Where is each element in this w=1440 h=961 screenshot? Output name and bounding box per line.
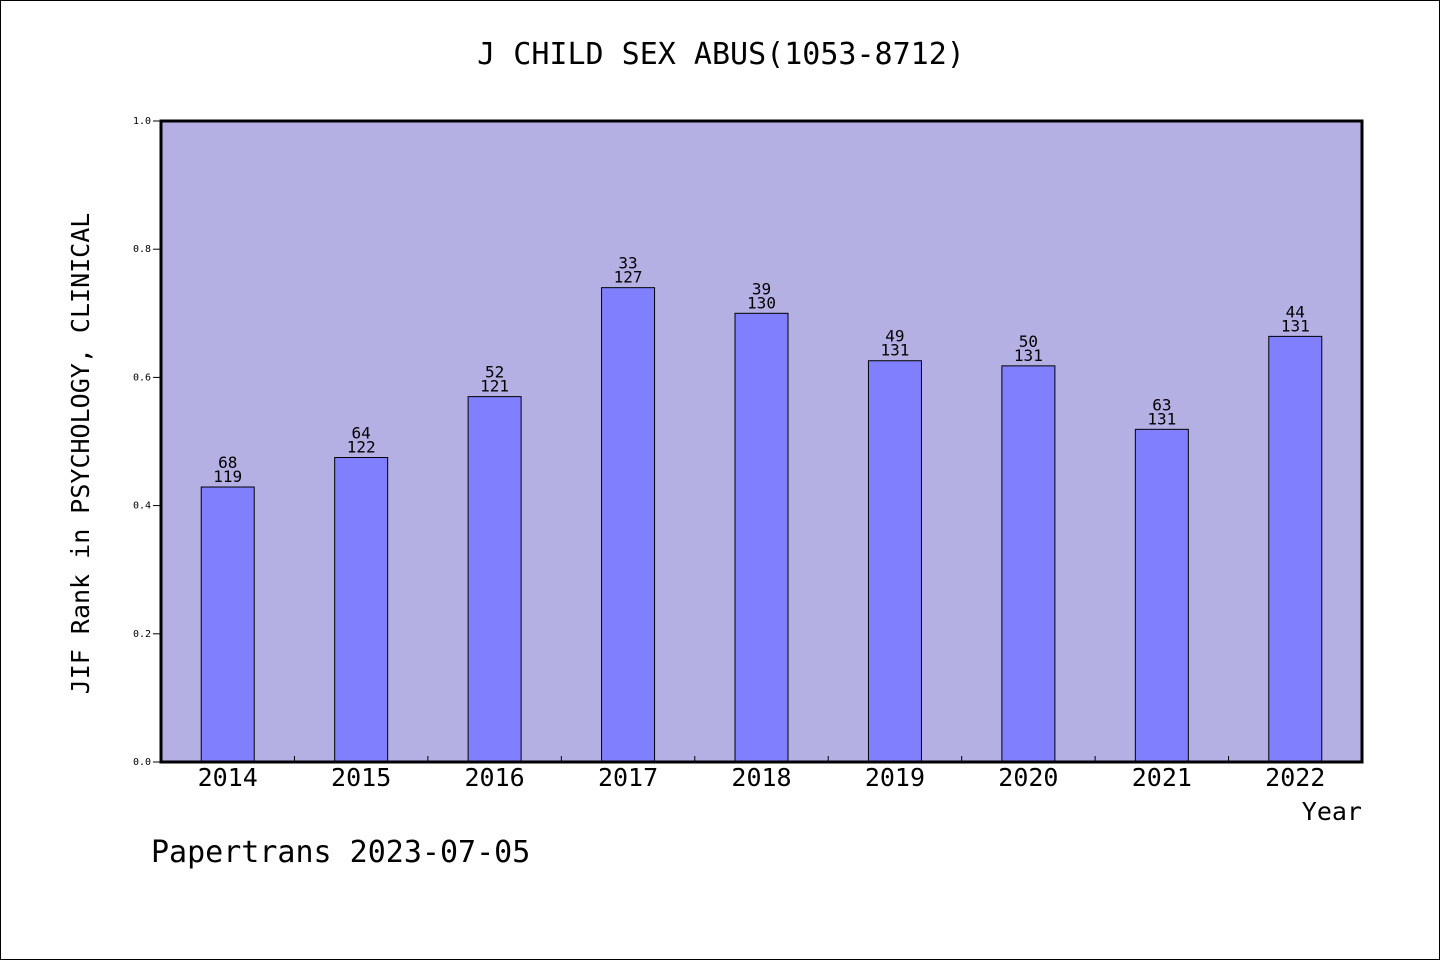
bar-label-rank: 44: [1286, 302, 1305, 321]
y-tick-label: 0.2: [133, 629, 151, 640]
bar: [1001, 365, 1056, 763]
bar-label-rank: 64: [352, 424, 371, 443]
footer-credit: Papertrans 2023-07-05: [151, 835, 531, 870]
x-tick-label: 2020: [998, 763, 1058, 792]
bar: [601, 287, 656, 763]
bar-label-total: 131: [1014, 346, 1043, 365]
bar-label-total: 131: [880, 341, 909, 360]
x-tick-label: 2021: [1132, 763, 1192, 792]
bar-label-rank: 39: [752, 279, 771, 298]
y-axis-label: JIF Rank in PSYCHOLOGY, CLINICAL: [66, 213, 95, 695]
bar-label-rank: 49: [885, 327, 904, 346]
y-tick-label: 0.4: [133, 501, 151, 512]
bar-label-total: 131: [1147, 409, 1176, 428]
x-tick-label: 2019: [865, 763, 925, 792]
bar-label-total: 131: [1281, 316, 1310, 335]
plot-frame: [159, 119, 1364, 764]
y-tick-label: 0.0: [133, 757, 151, 768]
bar-label-total: 119: [213, 467, 242, 486]
x-tick-label: 2015: [331, 763, 391, 792]
x-tick-label: 2014: [198, 763, 258, 792]
x-axis-label: Year: [1302, 797, 1362, 826]
bar: [867, 360, 922, 763]
y-tick-label: 1.0: [133, 116, 151, 127]
bar-label-total: 121: [480, 377, 509, 396]
y-tick-label: 0.6: [133, 372, 151, 383]
bar-label-rank: 50: [1019, 332, 1038, 351]
bar-label-rank: 68: [218, 453, 237, 472]
x-tick-label: 2018: [731, 763, 791, 792]
x-tick-label: 2022: [1265, 763, 1325, 792]
bar: [334, 457, 389, 763]
y-tick-label: 0.8: [133, 244, 151, 255]
x-tick-label: 2017: [598, 763, 658, 792]
bar-label-rank: 63: [1152, 395, 1171, 414]
bar-label-rank: 33: [618, 254, 637, 273]
x-tick-label: 2016: [465, 763, 525, 792]
bar: [200, 486, 255, 763]
bar-label-rank: 52: [485, 363, 504, 382]
bar-label-total: 130: [747, 293, 776, 312]
bar-label-total: 127: [614, 268, 643, 287]
bar-label-total: 122: [347, 438, 376, 457]
bar: [1268, 335, 1323, 763]
bar: [1134, 428, 1189, 763]
bar: [734, 312, 789, 763]
bar: [467, 396, 522, 763]
chart-title: J CHILD SEX ABUS(1053-8712): [477, 37, 965, 72]
